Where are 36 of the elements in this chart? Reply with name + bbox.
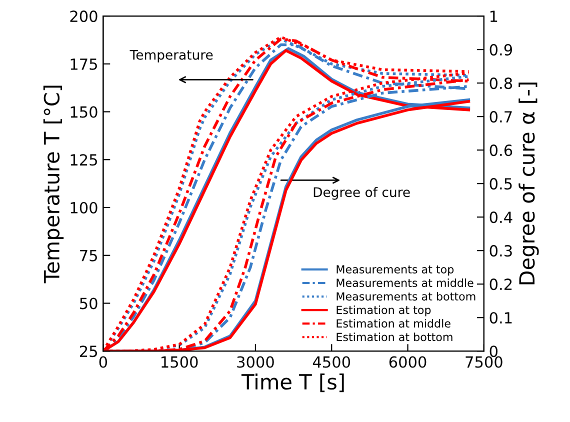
- x-tick-label: 1500: [162, 356, 198, 368]
- annotation: Temperature: [130, 50, 213, 62]
- y2-tick-label: 0.7: [490, 111, 512, 123]
- y-tick-label: 50: [80, 298, 98, 310]
- y2-axis-title: Degree of cure α [-]: [518, 82, 539, 284]
- x-tick-label: 7500: [466, 356, 502, 368]
- legend-label: Estimation at top: [336, 306, 431, 316]
- y2-tick-label: 0.1: [490, 312, 512, 324]
- legend-label: Measurements at middle: [336, 278, 474, 288]
- legend-label: Estimation at middle: [336, 319, 450, 328]
- x-tick-label: 3000: [237, 356, 274, 368]
- x-tick-label: 4500: [312, 356, 350, 368]
- y-tick-label: 175: [70, 58, 97, 70]
- x-tick-label: 0: [99, 356, 108, 368]
- legend-label: Measurements at bottom: [336, 292, 476, 301]
- y-axis-title: Temperature T [°C]: [43, 86, 64, 284]
- y2-tick-label: 0.5: [490, 178, 512, 190]
- y2-tick-label: 0.9: [490, 44, 512, 56]
- x-axis-title: Time T [s]: [241, 374, 344, 392]
- y-tick-label: 200: [70, 10, 98, 22]
- y-tick-label: 150: [70, 106, 98, 118]
- y-tick-label: 25: [80, 346, 97, 358]
- y2-tick-label: 0.2: [490, 278, 512, 290]
- y2-tick-label: 0: [490, 346, 498, 358]
- y2-tick-label: 0.3: [490, 245, 512, 257]
- y2-tick-label: 0.6: [490, 144, 512, 156]
- x-tick-label: 6000: [389, 356, 426, 368]
- y2-tick-label: 1: [490, 10, 498, 22]
- y-tick-label: 100: [70, 202, 98, 214]
- legend-label: Estimation at bottom: [336, 332, 452, 342]
- legend-label: Measurements at top: [336, 265, 454, 276]
- annotation: Degree of cure: [314, 186, 410, 200]
- y-tick-label: 75: [80, 250, 97, 262]
- y2-tick-label: 0.4: [490, 212, 512, 224]
- y2-tick-label: 0.8: [490, 78, 512, 90]
- y-tick-label: 125: [70, 154, 97, 166]
